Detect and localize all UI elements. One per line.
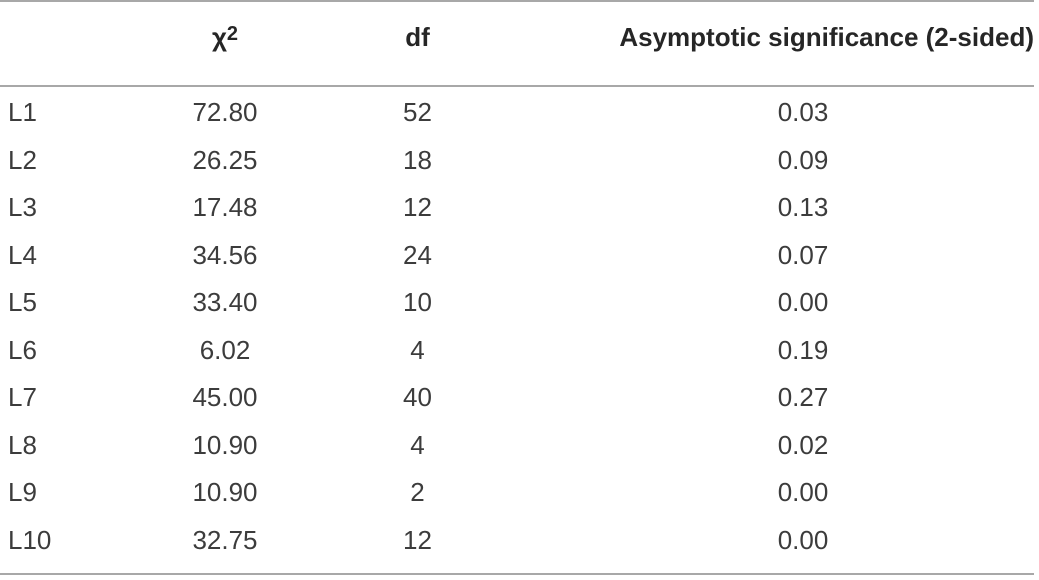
- table-top-rule: [0, 0, 1034, 2]
- significance-value: 0.09: [777, 144, 829, 175]
- table-row: L10 32.75 12 0.00: [0, 517, 1039, 565]
- row-label: L1: [8, 97, 37, 127]
- df-value: 52: [403, 97, 432, 127]
- significance-value: 0.00: [777, 524, 829, 555]
- df-value: 4: [410, 429, 425, 460]
- significance-value: 0.27: [777, 382, 829, 412]
- chi-square-value: 45.00: [192, 382, 258, 412]
- df-value: 40: [403, 382, 432, 412]
- significance-value: 0.19: [777, 334, 829, 365]
- df-value: 18: [403, 144, 432, 175]
- significance-value: 0.07: [777, 239, 829, 270]
- header-df: df: [405, 22, 430, 52]
- row-label: L9: [8, 477, 37, 507]
- table-row: L5 33.40 10 0.00: [0, 279, 1039, 327]
- table-bottom-rule: [0, 573, 1034, 575]
- table-row: L4 34.56 24 0.07: [0, 232, 1039, 280]
- chi-square-value: 10.90: [192, 477, 258, 507]
- row-label: L5: [8, 287, 37, 317]
- row-label: L8: [8, 429, 37, 460]
- significance-value: 0.03: [777, 97, 829, 127]
- table-row: L9 10.90 2 0.00: [0, 469, 1039, 517]
- row-label: L4: [8, 239, 37, 270]
- header-chi-square: χ2: [211, 22, 239, 52]
- row-label: L10: [8, 524, 52, 555]
- df-value: 2: [410, 477, 425, 507]
- df-value: 10: [403, 287, 432, 317]
- row-label: L2: [8, 144, 37, 175]
- table-header-rule: [0, 85, 1034, 87]
- table-header-row: χ2 df Asymptotic significance (2-sided): [0, 22, 1039, 66]
- table-row: L3 17.48 12 0.13: [0, 184, 1039, 232]
- chi-square-value: 32.75: [192, 524, 258, 555]
- chi-square-value: 10.90: [192, 429, 258, 460]
- table-row: L6 6.02 4 0.19: [0, 327, 1039, 375]
- significance-value: 0.00: [777, 477, 829, 507]
- chi-square-value: 33.40: [192, 287, 258, 317]
- significance-value: 0.02: [777, 429, 829, 460]
- chi-square-value: 26.25: [192, 144, 258, 175]
- significance-value: 0.00: [777, 287, 829, 317]
- df-value: 12: [403, 524, 432, 555]
- header-significance: Asymptotic significance (2-sided): [619, 22, 1034, 52]
- df-value: 24: [403, 239, 432, 270]
- table-row: L7 45.00 40 0.27: [0, 374, 1039, 422]
- row-label: L6: [8, 334, 37, 365]
- table-row: L1 72.80 52 0.03: [0, 89, 1039, 137]
- table-body: L1 72.80 52 0.03 L2 26.25 18 0.09 L3 17.48 12 0.13 L…: [0, 89, 1039, 564]
- chi-square-value: 6.02: [199, 334, 251, 365]
- significance-value: 0.13: [777, 192, 829, 222]
- df-value: 12: [403, 192, 432, 222]
- table-row: L8 10.90 4 0.02: [0, 422, 1039, 470]
- table-row: L2 26.25 18 0.09: [0, 137, 1039, 185]
- chi-square-value: 17.48: [192, 192, 258, 222]
- chi-square-value: 72.80: [192, 97, 258, 127]
- chi-square-value: 34.56: [192, 239, 258, 270]
- row-label: L7: [8, 382, 37, 412]
- row-label: L3: [8, 192, 37, 222]
- df-value: 4: [410, 334, 425, 365]
